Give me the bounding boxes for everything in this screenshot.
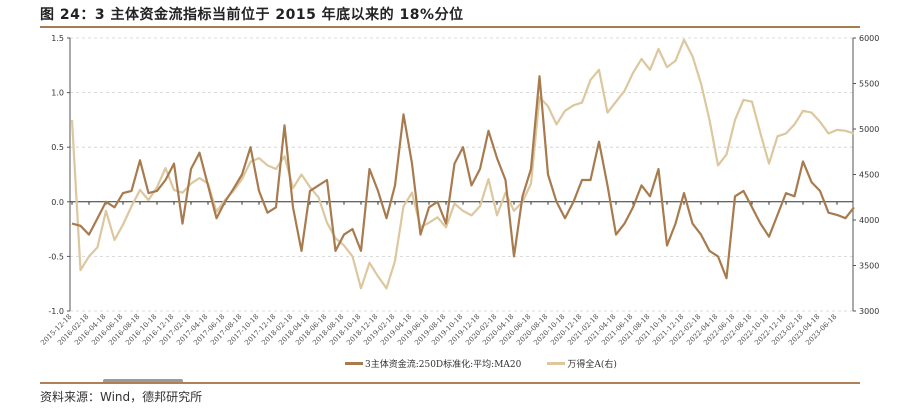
y-right-tick-label: 6000 — [859, 34, 879, 43]
y-right-tick-label: 3000 — [859, 307, 879, 316]
axes — [67, 37, 856, 312]
y-left-tick-label: 1.0 — [51, 89, 64, 98]
y-right-tick-label: 5500 — [859, 80, 879, 89]
y-right-tick-label: 5000 — [859, 125, 879, 134]
y-right-tick-label: 4000 — [859, 216, 879, 225]
legend-label-index: 万得全A(右) — [567, 360, 617, 370]
legend-item-index: 万得全A(右) — [547, 357, 617, 370]
bottom-divider — [40, 382, 860, 384]
y-right-tick-label: 4500 — [859, 171, 879, 180]
legend-swatch-flow — [345, 362, 363, 365]
legend: 3主体资金流:250D标准化:平均:MA20 万得全A(右) — [345, 357, 617, 370]
y-right-tick-label: 3500 — [859, 262, 879, 271]
figure-title: 图 24：3 主体资金流指标当前位于 2015 年底以来的 18%分位 — [40, 7, 464, 23]
series-line-index — [70, 38, 855, 290]
legend-label-flow: 3主体资金流:250D标准化:平均:MA20 — [365, 360, 522, 370]
series-line-flow — [71, 75, 855, 280]
title-divider — [40, 26, 860, 28]
y-left-tick-label: -0.5 — [48, 252, 64, 261]
gridlines — [70, 37, 853, 312]
y-left-tick-label: -1.0 — [48, 307, 64, 316]
series-lines — [70, 38, 855, 290]
y-left-tick-label: 0.0 — [51, 198, 64, 207]
legend-swatch-index — [547, 362, 566, 365]
decorative-tab — [103, 379, 183, 382]
line-chart: -1.0 -0.5 0.0 0.5 1.0 1.5 3000 3500 4000 4500 5000… — [39, 34, 879, 347]
source-note: 资料来源：Wind，德邦研究所 — [40, 390, 203, 404]
legend-item-flow: 3主体资金流:250D标准化:平均:MA20 — [345, 357, 521, 370]
y-left-tick-label: 1.5 — [51, 34, 64, 43]
y-left-tick-label: 0.5 — [51, 143, 64, 152]
tick-labels: -1.0 -0.5 0.0 0.5 1.0 1.5 3000 3500 4000 4500 5000… — [39, 34, 879, 347]
